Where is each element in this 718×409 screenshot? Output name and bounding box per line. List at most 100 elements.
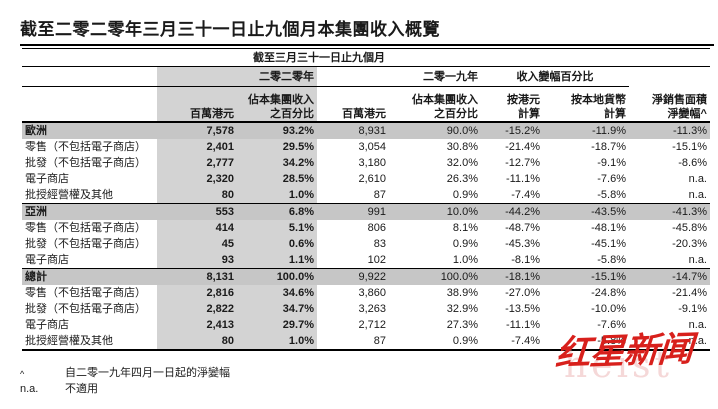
row-label: 零售（不包括電子商店） bbox=[25, 287, 146, 299]
value-cell: 2,320 bbox=[157, 171, 237, 187]
value-cell: -8.6% bbox=[678, 157, 707, 169]
value-cell: 1.1% bbox=[237, 252, 317, 269]
col-header-2020-hkd: 百萬港元 bbox=[157, 86, 237, 123]
value-cell: 102 bbox=[367, 254, 386, 266]
table-row: 電子商店 93 1.1% 102 1.0% -8.1% -5.8% n.a. bbox=[22, 252, 710, 269]
value-cell: 80 bbox=[157, 187, 237, 204]
value-cell: -7.4% bbox=[481, 333, 543, 351]
value-cell: 0.9% bbox=[452, 189, 478, 201]
value-cell: -45.1% bbox=[591, 238, 626, 250]
col-header-change-local: 按本地貨幣 計算 bbox=[543, 86, 629, 123]
footnote-text: 自二零一九年四月一日起的淨變幅 bbox=[65, 367, 230, 379]
value-cell: n.a. bbox=[688, 254, 707, 266]
value-cell: 45 bbox=[157, 236, 237, 252]
value-cell: -13.5% bbox=[505, 303, 540, 315]
value-cell: 7,578 bbox=[157, 122, 237, 139]
value-cell: -18.1% bbox=[481, 268, 543, 285]
table-row: 零售（不包括電子商店） 2,401 29.5% 3,054 30.8% -21.4% -18… bbox=[22, 139, 710, 155]
table-caption-row: 截至三月三十一日止九個月 bbox=[22, 48, 710, 67]
value-cell: -21.4% bbox=[672, 287, 707, 299]
value-cell: 10.0% bbox=[389, 203, 481, 220]
table-body: 歐洲 7,578 93.2% 8,931 90.0% -15.2% -11.9% -11.3%… bbox=[22, 122, 710, 351]
value-cell: 6.8% bbox=[237, 203, 317, 220]
value-cell: -9.1% bbox=[678, 303, 707, 315]
value-cell: -14.7% bbox=[629, 268, 710, 285]
value-cell: 28.5% bbox=[237, 171, 317, 187]
value-cell: 806 bbox=[367, 222, 386, 234]
value-cell: -27.0% bbox=[505, 287, 540, 299]
value-cell: -20.3% bbox=[672, 238, 707, 250]
spacer-cell bbox=[22, 48, 157, 67]
footnote-caret: ^ 自二零一九年四月一日起的淨變幅 bbox=[20, 366, 718, 382]
value-cell: 34.6% bbox=[237, 285, 317, 301]
value-cell: -7.6% bbox=[597, 319, 626, 331]
value-cell: -9.1% bbox=[597, 157, 626, 169]
spacer-cell bbox=[481, 48, 710, 67]
value-cell: 38.9% bbox=[446, 287, 478, 299]
table-row: 批發（不包括電子商店） 2,777 34.2% 3,180 32.0% -12.7% -9.… bbox=[22, 155, 710, 171]
value-cell: 0.9% bbox=[389, 333, 481, 351]
value-cell: -11.1% bbox=[505, 173, 540, 185]
value-cell: -11.1% bbox=[505, 319, 540, 331]
value-cell: -5.8% bbox=[543, 333, 629, 351]
value-cell: 1.0% bbox=[452, 254, 478, 266]
value-cell: -12.7% bbox=[505, 157, 540, 169]
column-header-row: 百萬港元 佔本集團收入 之百分比 百萬港元 佔本集團收入 之百分比 按港元 計算… bbox=[22, 86, 710, 123]
row-label: 批發（不包括電子商店） bbox=[25, 157, 146, 169]
col-group-2020: 二零二零年 bbox=[157, 66, 317, 87]
footnotes: ^ 自二零一九年四月一日起的淨變幅 n.a. 不適用 bbox=[20, 366, 718, 397]
footnote-na: n.a. 不適用 bbox=[20, 382, 718, 397]
table-row: 電子商店 2,413 29.7% 2,712 27.3% -11.1% -7.6% n.a. bbox=[22, 317, 710, 333]
row-label: 電子商店 bbox=[25, 173, 69, 185]
value-cell: 553 bbox=[157, 203, 237, 220]
value-cell: 2,401 bbox=[157, 139, 237, 155]
value-cell: 0.6% bbox=[237, 236, 317, 252]
table-caption: 截至三月三十一日止九個月 bbox=[157, 48, 481, 67]
col-group-2019: 二零一九年 bbox=[317, 66, 481, 87]
value-cell: -44.2% bbox=[481, 203, 543, 220]
value-cell: 3,180 bbox=[358, 157, 386, 169]
value-cell: 3,860 bbox=[358, 287, 386, 299]
value-cell: 87 bbox=[317, 333, 389, 351]
col-group-change: 收入變幅百分比 bbox=[481, 66, 629, 87]
value-cell: 100.0% bbox=[389, 268, 481, 285]
value-cell: 0.9% bbox=[452, 238, 478, 250]
value-cell: 3,263 bbox=[358, 303, 386, 315]
value-cell: 93 bbox=[157, 252, 237, 269]
col-header-2020-pct: 佔本集團收入 之百分比 bbox=[237, 86, 317, 123]
value-cell: 30.8% bbox=[446, 141, 478, 153]
value-cell: -15.2% bbox=[481, 122, 543, 139]
row-label: 歐洲 bbox=[22, 122, 157, 139]
value-cell: 1.0% bbox=[237, 187, 317, 204]
value-cell: 2,610 bbox=[358, 173, 386, 185]
table-row: 批發（不包括電子商店） 45 0.6% 83 0.9% -45.3% -45.1% -20.3… bbox=[22, 236, 710, 252]
footnote-marker: n.a. bbox=[20, 383, 39, 395]
value-cell: -48.1% bbox=[591, 222, 626, 234]
revenue-table: 截至三月三十一日止九個月 二零二零年 二零一九年 收入變幅百分比 百萬港元 佔本… bbox=[22, 48, 710, 351]
value-cell: 80 bbox=[157, 333, 237, 351]
value-cell: 8.1% bbox=[452, 222, 478, 234]
col-header-2019-pct: 佔本集團收入 之百分比 bbox=[389, 86, 481, 123]
value-cell: 2,777 bbox=[157, 155, 237, 171]
value-cell: -48.7% bbox=[505, 222, 540, 234]
table-row: 批授經營權及其他 80 1.0% 87 0.9% -7.4% -5.8% n.a. bbox=[22, 187, 710, 204]
value-cell: -24.8% bbox=[591, 287, 626, 299]
row-label: 電子商店 bbox=[25, 254, 69, 266]
value-cell: -7.4% bbox=[511, 189, 540, 201]
table-row: 批發（不包括電子商店） 2,822 34.7% 3,263 32.9% -13.5% -10… bbox=[22, 301, 710, 317]
value-cell: 100.0% bbox=[237, 268, 317, 285]
value-cell: 34.2% bbox=[237, 155, 317, 171]
value-cell: 32.9% bbox=[446, 303, 478, 315]
value-cell: 414 bbox=[157, 220, 237, 236]
spacer-cell bbox=[22, 86, 157, 123]
value-cell: n.a. bbox=[688, 189, 707, 201]
value-cell: 991 bbox=[317, 203, 389, 220]
value-cell: 8,931 bbox=[317, 122, 389, 139]
section-row: 總計 8,131 100.0% 9,922 100.0% -18.1% -15.1% -14.… bbox=[22, 268, 710, 285]
value-cell: 3,054 bbox=[358, 141, 386, 153]
value-cell: 5.1% bbox=[237, 220, 317, 236]
col-header-2019-hkd: 百萬港元 bbox=[317, 86, 389, 123]
value-cell: n.a. bbox=[629, 333, 710, 351]
section-row: 歐洲 7,578 93.2% 8,931 90.0% -15.2% -11.9% -11.3% bbox=[22, 122, 710, 139]
